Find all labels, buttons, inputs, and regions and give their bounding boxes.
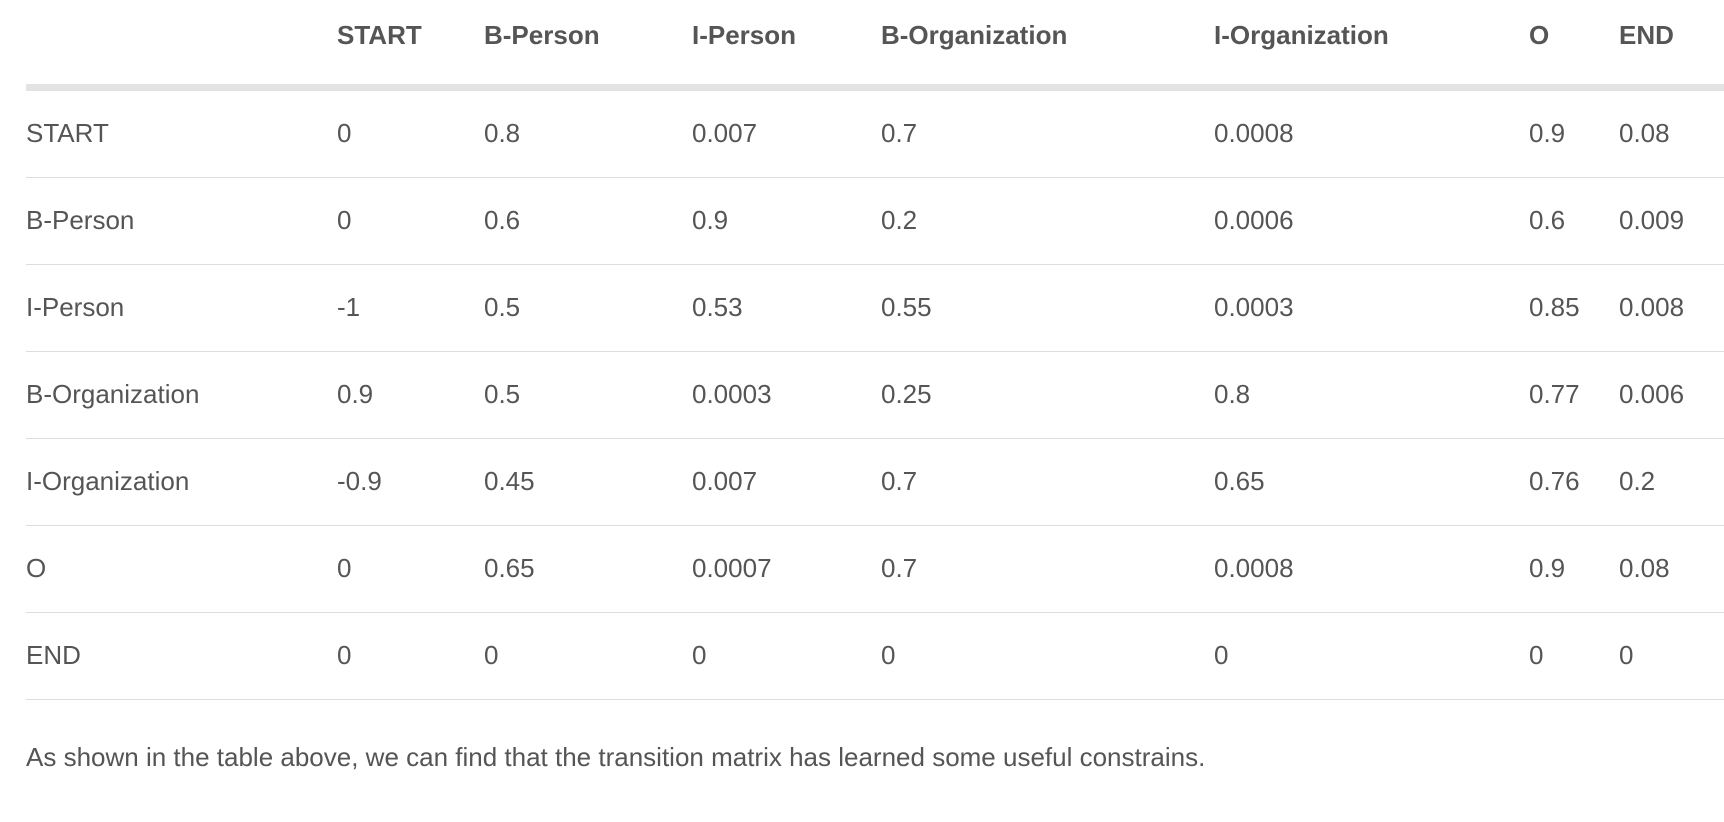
table-cell: 0.77 xyxy=(1529,351,1619,439)
table-cell: 0 xyxy=(1529,612,1619,700)
table-cell: 0.76 xyxy=(1529,438,1619,526)
table-cell: 0.009 xyxy=(1619,177,1724,265)
header-cell-b-organization: B-Organization xyxy=(881,0,1214,91)
table-cell: 0.9 xyxy=(337,351,484,439)
table-cell: 0 xyxy=(337,177,484,265)
table-cell: 0.007 xyxy=(692,87,881,178)
table-cell: 0 xyxy=(881,612,1214,700)
table-header: START B-Person I-Person B-Organization I… xyxy=(26,0,1724,91)
table-cell: -1 xyxy=(337,264,484,352)
table-cell: 0.65 xyxy=(484,525,692,613)
table-cell: 0.006 xyxy=(1619,351,1724,439)
table-cell: 0.0008 xyxy=(1214,525,1529,613)
transition-matrix-table: START B-Person I-Person B-Organization I… xyxy=(26,0,1724,700)
table-cell: 0.65 xyxy=(1214,438,1529,526)
table-cell: 0.0008 xyxy=(1214,87,1529,178)
header-cell-i-person: I-Person xyxy=(692,0,881,91)
table-cell: 0.45 xyxy=(484,438,692,526)
table-cell: 0.0003 xyxy=(692,351,881,439)
table-cell: 0.08 xyxy=(1619,87,1724,178)
row-label: START xyxy=(26,87,337,178)
header-cell-end: END xyxy=(1619,0,1724,91)
table-cell: 0.25 xyxy=(881,351,1214,439)
table-cell: 0.9 xyxy=(1529,87,1619,178)
table-cell: 0 xyxy=(337,87,484,178)
table-cell: 0.0006 xyxy=(1214,177,1529,265)
table-row: END 0 0 0 0 0 0 0 xyxy=(26,612,1724,700)
table-cell: 0.55 xyxy=(881,264,1214,352)
table-row: O 0 0.65 0.0007 0.7 0.0008 0.9 0.08 xyxy=(26,525,1724,613)
table-cell: 0.6 xyxy=(484,177,692,265)
table-cell: 0.0007 xyxy=(692,525,881,613)
row-label: I-Person xyxy=(26,264,337,352)
header-cell-i-organization: I-Organization xyxy=(1214,0,1529,91)
table-row: START 0 0.8 0.007 0.7 0.0008 0.9 0.08 xyxy=(26,87,1724,178)
table-cell: 0 xyxy=(484,612,692,700)
caption-paragraph: As shown in the table above, we can find… xyxy=(26,742,1206,772)
table-cell: 0.008 xyxy=(1619,264,1724,352)
table-cell: 0.9 xyxy=(692,177,881,265)
table-cell: 0.85 xyxy=(1529,264,1619,352)
table-cell: 0.53 xyxy=(692,264,881,352)
table-body: START 0 0.8 0.007 0.7 0.0008 0.9 0.08 B-… xyxy=(26,87,1724,700)
table-cell: 0 xyxy=(337,525,484,613)
row-label: END xyxy=(26,612,337,700)
table-cell: 0.9 xyxy=(1529,525,1619,613)
row-label: O xyxy=(26,525,337,613)
header-row: START B-Person I-Person B-Organization I… xyxy=(26,0,1724,91)
table-cell: 0.6 xyxy=(1529,177,1619,265)
table-cell: 0.2 xyxy=(1619,438,1724,526)
header-cell-corner xyxy=(26,0,337,91)
row-label: I-Organization xyxy=(26,438,337,526)
table-cell: 0.5 xyxy=(484,351,692,439)
table-cell: -0.9 xyxy=(337,438,484,526)
table-cell: 0.7 xyxy=(881,438,1214,526)
table-cell: 0.8 xyxy=(1214,351,1529,439)
header-cell-start: START xyxy=(337,0,484,91)
table-cell: 0 xyxy=(692,612,881,700)
table-cell: 0.7 xyxy=(881,525,1214,613)
table-cell: 0.007 xyxy=(692,438,881,526)
table-cell: 0 xyxy=(1214,612,1529,700)
table-cell: 0.2 xyxy=(881,177,1214,265)
table-cell: 0.5 xyxy=(484,264,692,352)
row-label: B-Organization xyxy=(26,351,337,439)
table-cell: 0 xyxy=(337,612,484,700)
header-cell-b-person: B-Person xyxy=(484,0,692,91)
table-cell: 0.8 xyxy=(484,87,692,178)
table-row: B-Organization 0.9 0.5 0.0003 0.25 0.8 0… xyxy=(26,351,1724,439)
table-row: I-Person -1 0.5 0.53 0.55 0.0003 0.85 0.… xyxy=(26,264,1724,352)
table-cell: 0.0003 xyxy=(1214,264,1529,352)
table-row: I-Organization -0.9 0.45 0.007 0.7 0.65 … xyxy=(26,438,1724,526)
table-cell: 0.7 xyxy=(881,87,1214,178)
table-cell: 0.08 xyxy=(1619,525,1724,613)
table-cell: 0 xyxy=(1619,612,1724,700)
header-cell-o: O xyxy=(1529,0,1619,91)
row-label: B-Person xyxy=(26,177,337,265)
table-row: B-Person 0 0.6 0.9 0.2 0.0006 0.6 0.009 xyxy=(26,177,1724,265)
document-body: START B-Person I-Person B-Organization I… xyxy=(26,0,1724,700)
